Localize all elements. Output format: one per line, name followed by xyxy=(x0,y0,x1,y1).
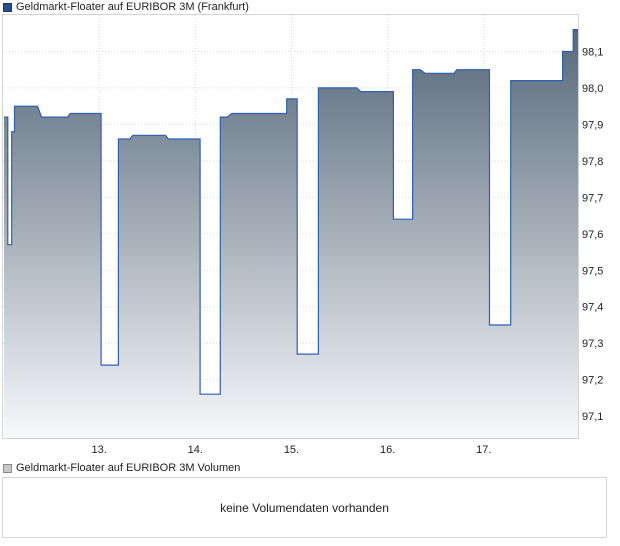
y-tick-label: 97,8 xyxy=(582,156,603,168)
series-line xyxy=(4,29,578,395)
volume-legend: Geldmarkt-Floater auf EURIBOR 3M Volumen xyxy=(3,461,240,475)
volume-legend-label: Geldmarkt-Floater auf EURIBOR 3M Volumen xyxy=(16,461,241,474)
y-tick-label: 97,7 xyxy=(582,192,603,204)
y-tick-label: 97,2 xyxy=(582,375,603,387)
price-legend: Geldmarkt-Floater auf EURIBOR 3M (Frankf… xyxy=(3,0,249,14)
no-volume-message: keine Volumendaten vorhanden xyxy=(220,500,389,515)
x-axis: 13. 14. 15. 16. 17. xyxy=(92,444,492,456)
y-tick-label: 98,0 xyxy=(582,83,603,95)
y-tick-label: 97,6 xyxy=(582,229,603,241)
volume-panel: keine Volumendaten vorhanden xyxy=(2,477,607,538)
x-tick-label: 16. xyxy=(380,444,395,456)
y-tick-label: 97,3 xyxy=(582,338,603,350)
price-chart: 97,1 97,2 97,3 97,4 97,5 97,6 97,7 97,8 97,9 98,0… xyxy=(2,14,603,456)
price-legend-label: Geldmarkt-Floater auf EURIBOR 3M (Frankf… xyxy=(16,0,249,13)
series-area xyxy=(4,29,578,438)
y-tick-label: 97,1 xyxy=(582,411,603,423)
x-tick-label: 17. xyxy=(476,444,491,456)
x-tick-label: 14. xyxy=(188,444,203,456)
price-legend-swatch xyxy=(3,2,12,12)
y-tick-label: 97,9 xyxy=(582,119,603,131)
y-tick-label: 97,5 xyxy=(582,265,603,277)
y-tick-label: 98,1 xyxy=(582,46,603,58)
volume-legend-swatch xyxy=(3,463,12,473)
y-tick-label: 97,4 xyxy=(582,302,603,314)
plot-layer xyxy=(4,29,578,438)
x-tick-label: 15. xyxy=(284,444,299,456)
y-axis: 97,1 97,2 97,3 97,4 97,5 97,6 97,7 97,8 97,9 98,0… xyxy=(582,46,603,423)
x-tick-label: 13. xyxy=(92,444,107,456)
